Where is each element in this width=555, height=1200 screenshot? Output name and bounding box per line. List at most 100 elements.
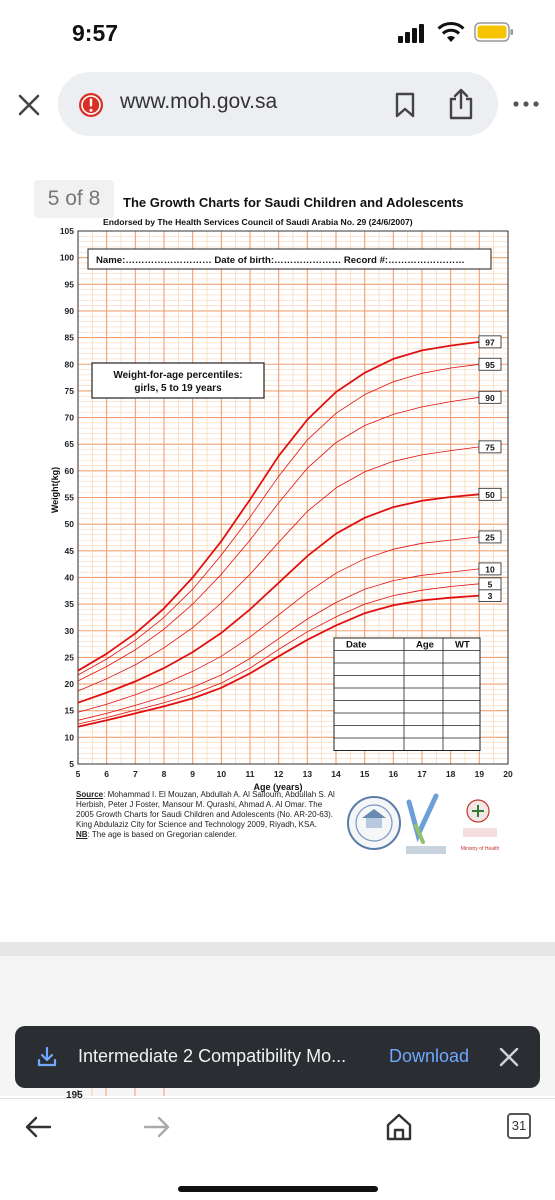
nb-text: : The age is based on Gregorian calender… (87, 830, 237, 839)
percentile-curve-95 (77, 363, 480, 676)
address-bar[interactable] (58, 72, 498, 136)
percentile-label-box (478, 487, 502, 501)
x-tick-label: 17 (417, 769, 427, 779)
percentile-label-box (478, 577, 502, 591)
wifi-icon (437, 21, 465, 42)
download-button[interactable]: Download (389, 1046, 470, 1066)
moh-logo: Ministry of Health (461, 799, 500, 852)
x-tick-label: 13 (303, 769, 313, 779)
percentile-label-75: 75 (485, 442, 495, 452)
kacst-logo (347, 796, 401, 850)
home-icon[interactable] (384, 1112, 414, 1142)
y-tick-label: 95 (65, 279, 75, 289)
cellular-signal-icon (398, 24, 424, 43)
chart-subtitle: Endorsed by The Health Services Council … (103, 217, 413, 227)
percentile-label-50: 50 (485, 490, 495, 500)
back-arrow-icon[interactable] (24, 1114, 52, 1140)
close-tab-icon[interactable] (14, 90, 44, 120)
chart-axes: 5101520253035404550556065707580859095100… (60, 226, 513, 779)
y-tick-label: 65 (65, 439, 75, 449)
y-tick-label: 25 (65, 652, 75, 662)
percentile-curve-97 (77, 341, 480, 672)
y-tick-label: 85 (65, 333, 75, 343)
tab-switcher-button[interactable]: 31 (507, 1113, 531, 1139)
y-tick-label: 80 (65, 359, 75, 369)
x-tick-label: 15 (360, 769, 370, 779)
not-secure-warning-icon[interactable] (78, 92, 104, 118)
percentile-label-5: 5 (488, 579, 493, 589)
browser-toolbar (0, 1098, 555, 1200)
next-page-grid (77, 1088, 165, 1096)
plot-border (77, 230, 509, 765)
y-tick-label: 75 (65, 386, 75, 396)
x-tick-label: 18 (446, 769, 456, 779)
bookmark-icon[interactable] (394, 92, 416, 118)
percentile-label-box (478, 440, 502, 454)
moh-logo-caption: Ministry of Health (461, 846, 500, 852)
record-table-header: Age (416, 640, 434, 651)
chart-title: The Growth Charts for Saudi Children and… (123, 195, 463, 210)
y-tick-label: 105 (60, 226, 74, 236)
share-icon[interactable] (447, 88, 475, 120)
battery-icon (474, 22, 513, 42)
forward-arrow-icon[interactable] (143, 1114, 171, 1140)
percentile-label-25: 25 (485, 532, 495, 542)
ksu-logo (406, 793, 446, 854)
x-tick-label: 19 (475, 769, 485, 779)
y-tick-label: 50 (65, 519, 75, 529)
x-tick-label: 14 (331, 769, 341, 779)
record-table-header: Date (346, 640, 367, 651)
percentile-label-97: 97 (485, 337, 495, 347)
percentile-curve-3 (77, 594, 480, 728)
url-text[interactable]: www.moh.gov.sa (120, 90, 278, 113)
x-tick-label: 16 (389, 769, 399, 779)
x-tick-label: 20 (503, 769, 513, 779)
percentile-curves: 3 5 10 25 50 75 90 95 97 (77, 335, 502, 728)
x-tick-label: 11 (246, 769, 255, 779)
chart-label-box (91, 362, 265, 399)
x-tick-label: 6 (104, 769, 109, 779)
pdf-viewer[interactable]: The Growth Charts for Saudi Children and… (0, 150, 555, 942)
status-time: 9:57 (72, 20, 119, 46)
y-tick-label: 40 (65, 572, 75, 582)
download-icon (37, 1046, 57, 1067)
percentile-label-95: 95 (485, 360, 495, 370)
x-tick-label: 5 (76, 769, 81, 779)
y-tick-label: 10 (65, 732, 75, 742)
y-tick-label: 15 (65, 706, 75, 716)
percentile-label-90: 90 (485, 393, 495, 403)
chart-label-line-1: Weight-for-age percentiles: (113, 370, 242, 381)
percentile-label-box (478, 562, 502, 576)
percentile-curve-90 (77, 396, 480, 682)
y-tick-label: 35 (65, 599, 75, 609)
y-tick-label: 90 (65, 306, 75, 316)
y-tick-label: 30 (65, 626, 75, 636)
record-table: Date Age WT (333, 637, 481, 751)
x-tick-label: 12 (274, 769, 284, 779)
y-tick-label: 70 (65, 413, 75, 423)
y-tick-label: 100 (60, 253, 74, 263)
y-tick-label: 5 (69, 759, 74, 769)
download-toast (15, 1026, 540, 1088)
x-tick-label: 8 (162, 769, 167, 779)
percentile-label-10: 10 (485, 564, 495, 574)
percentile-label-3: 3 (488, 591, 493, 601)
home-indicator (178, 1186, 378, 1192)
chart-label-line-2: girls, 5 to 19 years (134, 383, 222, 394)
y-tick-label: 45 (65, 546, 75, 556)
record-table-frame (333, 637, 481, 751)
source-text: : Mohammad I. El Mouzan, Abdullah A. Al … (76, 790, 335, 829)
percentile-label-box (478, 357, 502, 371)
percentile-curve-10 (77, 568, 480, 721)
percentile-label-box (478, 530, 502, 544)
close-toast-icon[interactable] (498, 1046, 520, 1068)
toast-message: Intermediate 2 Compatibility Mo... (78, 1046, 347, 1066)
y-tick-label: 60 (65, 466, 75, 476)
percentile-label-box (478, 390, 502, 404)
source-label: Source (76, 790, 104, 799)
x-tick-label: 7 (133, 769, 138, 779)
y-tick-label: 55 (65, 493, 75, 503)
more-options-icon[interactable] (512, 97, 540, 111)
nb-label: NB (76, 830, 88, 839)
x-tick-label: 9 (190, 769, 195, 779)
